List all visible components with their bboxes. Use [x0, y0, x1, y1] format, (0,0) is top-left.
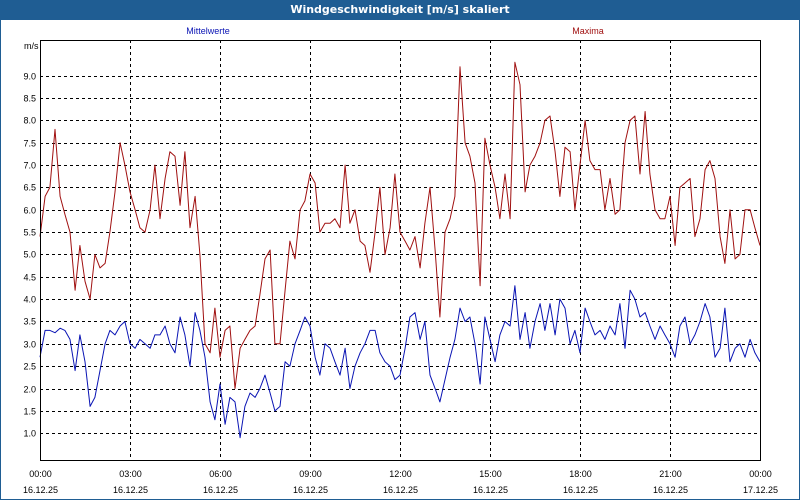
x-axis-ticks: 00:00 16.12.25 03:00 16.12.25 06:00 16.12.25 0… [23, 469, 778, 495]
y-axis-ticks: 1.0 1.5 2.0 2.5 3.0 3.5 4.0 4.5 5.0 5.5 6.0 6.5 7.0 7… [23, 72, 36, 439]
x-tick-date: 16.12.25 [113, 485, 148, 495]
y-tick-label: 3.5 [23, 317, 36, 327]
window-title: Windgeschwindigkeit [m/s] skaliert [0, 0, 800, 19]
y-tick-label: 2.5 [23, 362, 36, 372]
y-tick-label: 8.5 [23, 94, 36, 104]
x-tick-date: 16.12.25 [383, 485, 418, 495]
x-tick-time: 18:00 [569, 469, 592, 479]
x-tick-date: 16.12.25 [473, 485, 508, 495]
series-label-mittelwerte: Mittelwerte [186, 26, 230, 36]
x-tick-time: 09:00 [299, 469, 322, 479]
x-tick-time: 21:00 [659, 469, 682, 479]
y-tick-label: 2.0 [23, 385, 36, 395]
x-tick-date: 16.12.25 [563, 485, 598, 495]
x-tick-time: 06:00 [209, 469, 232, 479]
plot-border [40, 40, 761, 461]
x-tick-time: 00:00 [29, 469, 52, 479]
x-tick-date: 16.12.25 [293, 485, 328, 495]
y-tick-label: 4.5 [23, 273, 36, 283]
x-tick-date: 16.12.25 [23, 485, 58, 495]
y-tick-label: 6.0 [23, 206, 36, 216]
y-tick-label: 3.0 [23, 340, 36, 350]
y-tick-label: 1.0 [23, 429, 36, 439]
y-tick-label: 6.5 [23, 183, 36, 193]
x-tick-time: 12:00 [389, 469, 412, 479]
series-lines [39, 61, 761, 439]
y-tick-label: 5.5 [23, 228, 36, 238]
y-tick-label: 5.0 [23, 250, 36, 260]
y-tick-label: 7.0 [23, 161, 36, 171]
x-tick-time: 00:00 [749, 469, 772, 479]
x-tick-date: 17.12.25 [743, 485, 778, 495]
y-axis-unit-label: m/s [24, 41, 39, 51]
x-tick-date: 16.12.25 [203, 485, 238, 495]
series-line-maxima [39, 61, 761, 389]
y-tick-label: 7.5 [23, 139, 36, 149]
grid [40, 40, 760, 460]
y-tick-label: 8.0 [23, 116, 36, 126]
x-tick-time: 03:00 [119, 469, 142, 479]
x-tick-date: 16.12.25 [653, 485, 688, 495]
y-tick-label: 1.5 [23, 407, 36, 417]
x-tick-time: 15:00 [479, 469, 502, 479]
y-tick-label: 9.0 [23, 72, 36, 82]
plot-area-border [40, 40, 761, 461]
series-label-maxima: Maxima [572, 26, 604, 36]
series-line-mittelwerte [39, 285, 761, 439]
y-tick-label: 4.0 [23, 295, 36, 305]
